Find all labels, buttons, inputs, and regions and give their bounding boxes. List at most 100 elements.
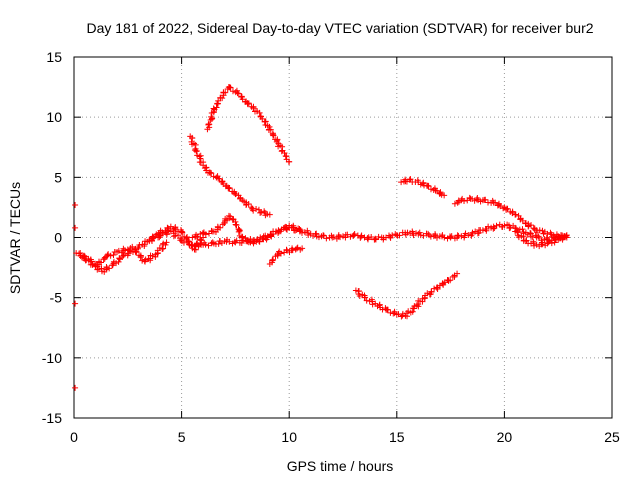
data-point — [492, 199, 499, 206]
data-point — [256, 238, 263, 245]
data-point — [259, 115, 266, 122]
data-point — [519, 217, 526, 224]
y-tick-label: 10 — [46, 109, 62, 125]
data-point — [267, 126, 274, 133]
data-point — [136, 242, 143, 249]
data-point — [289, 247, 296, 254]
data-point — [424, 290, 431, 297]
data-point — [551, 239, 558, 246]
data-point — [227, 84, 234, 91]
data-point — [217, 224, 224, 231]
data-point — [208, 113, 215, 120]
data-point — [561, 233, 568, 240]
data-point — [441, 234, 448, 241]
series-arc-mid-upper — [398, 176, 448, 199]
data-point — [536, 227, 543, 234]
data-point — [396, 232, 403, 239]
data-point — [433, 234, 440, 241]
data-point — [447, 234, 454, 241]
data-point — [277, 250, 284, 257]
data-point — [232, 190, 239, 197]
data-point — [358, 233, 365, 240]
data-point — [427, 233, 434, 240]
data-point — [427, 186, 434, 193]
data-point — [512, 211, 519, 218]
data-point — [313, 230, 320, 237]
data-point — [256, 238, 263, 245]
data-point — [189, 234, 196, 241]
data-point — [235, 228, 242, 235]
data-point — [125, 247, 132, 254]
data-point — [245, 201, 252, 208]
data-point — [163, 239, 170, 246]
data-point — [149, 253, 156, 260]
data-point — [384, 306, 391, 313]
data-point — [448, 233, 455, 240]
x-tick-label: 25 — [604, 429, 620, 445]
data-point — [556, 235, 563, 242]
data-point — [420, 179, 427, 186]
data-point — [72, 300, 79, 307]
data-point — [194, 233, 201, 240]
data-point — [179, 229, 186, 236]
data-point — [458, 197, 465, 204]
data-point — [97, 259, 104, 266]
data-point — [428, 288, 435, 295]
data-point — [209, 239, 216, 246]
data-point — [264, 211, 271, 218]
series-arc-main-zero — [73, 221, 570, 270]
data-point — [420, 232, 427, 239]
data-point — [82, 257, 89, 264]
series-arc-dip — [352, 270, 461, 320]
data-point — [245, 100, 252, 107]
x-axis-label: GPS time / hours — [287, 458, 394, 474]
data-point — [560, 234, 567, 241]
data-point — [213, 104, 220, 111]
series-arc-mid-bump — [189, 212, 303, 247]
data-point — [253, 206, 260, 213]
y-tick-label: -10 — [42, 350, 62, 366]
data-point — [239, 96, 246, 103]
data-point — [197, 155, 204, 162]
series-arc-high — [204, 84, 293, 165]
data-point — [550, 232, 557, 239]
data-point — [330, 234, 337, 241]
data-point — [405, 308, 412, 315]
data-point — [504, 205, 511, 212]
x-tick-label: 5 — [178, 429, 186, 445]
data-point — [113, 260, 120, 267]
y-tick-label: -5 — [50, 290, 63, 306]
data-point — [493, 222, 500, 229]
data-point — [293, 226, 300, 233]
data-point — [398, 179, 405, 186]
data-point — [210, 105, 217, 112]
data-point — [281, 150, 288, 157]
data-point — [170, 233, 177, 240]
data-point — [372, 235, 379, 242]
data-point — [256, 109, 263, 116]
data-point — [89, 261, 96, 268]
data-point — [162, 241, 169, 248]
data-point — [150, 234, 157, 241]
data-point — [290, 224, 297, 231]
y-tick-labels: 15 10 5 0 -5 -10 -15 — [42, 49, 62, 426]
data-point — [417, 232, 424, 239]
data-point — [88, 258, 95, 265]
data-point — [315, 234, 322, 241]
data-point — [186, 238, 193, 245]
data-point — [519, 226, 526, 233]
x-tick-label: 0 — [70, 429, 78, 445]
data-point — [454, 270, 461, 277]
data-point — [219, 95, 226, 102]
data-point — [269, 257, 276, 264]
data-point — [274, 252, 281, 259]
data-point — [293, 245, 300, 252]
data-point — [474, 230, 481, 237]
data-point — [337, 234, 344, 241]
data-point — [547, 229, 554, 236]
data-point — [250, 105, 257, 112]
data-point — [110, 252, 117, 259]
data-point — [226, 184, 233, 191]
data-point — [107, 252, 114, 259]
data-point — [372, 236, 379, 243]
